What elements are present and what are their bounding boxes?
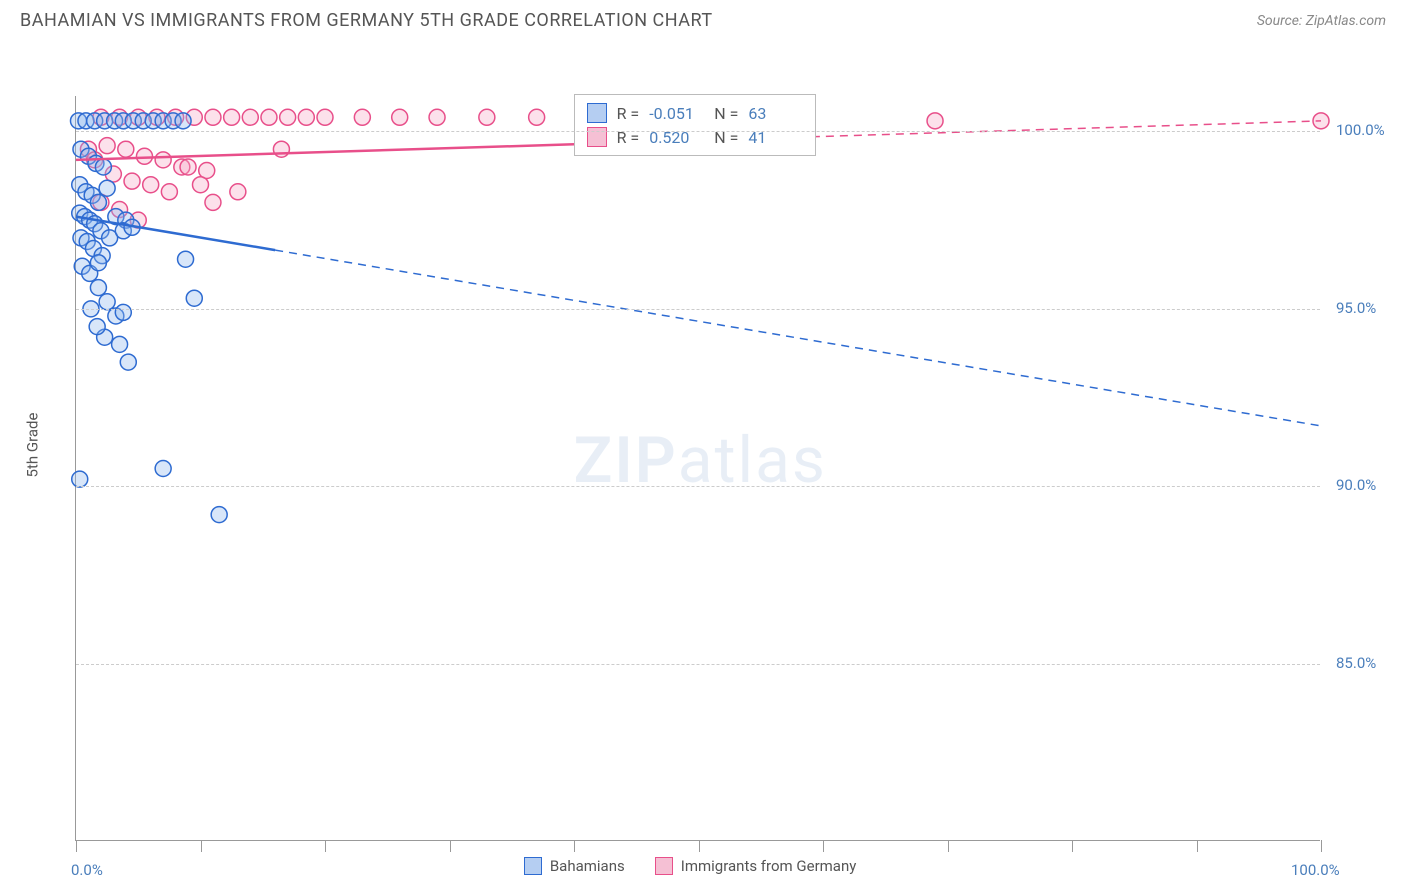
chart-source: Source: ZipAtlas.com	[1257, 13, 1386, 29]
marker-pink	[230, 184, 246, 200]
legend-label-pink: Immigrants from Germany	[681, 857, 857, 875]
marker-blue	[186, 290, 202, 306]
scatter-svg	[76, 96, 1321, 841]
xtick	[201, 840, 202, 852]
marker-blue	[175, 113, 191, 129]
gridline	[76, 664, 1320, 665]
marker-blue	[120, 354, 136, 370]
marker-blue	[95, 159, 111, 175]
marker-blue	[90, 280, 106, 296]
legend-label-blue: Bahamians	[550, 857, 625, 875]
marker-pink	[429, 109, 445, 125]
marker-pink	[479, 109, 495, 125]
xtick	[948, 840, 949, 852]
marker-pink	[143, 177, 159, 193]
marker-pink	[180, 159, 196, 175]
trend-dashed-blue	[275, 250, 1321, 426]
xtick	[823, 840, 824, 852]
ytick-label: 95.0%	[1336, 299, 1376, 317]
gridline	[76, 486, 1320, 487]
stats-swatch-blue	[587, 103, 607, 123]
xtick-label: 100.0%	[1291, 861, 1340, 879]
stats-r-label: R =	[617, 104, 640, 123]
stats-n-blue: 63	[748, 104, 803, 123]
marker-blue	[155, 461, 171, 477]
marker-blue	[178, 251, 194, 267]
stats-n-label: N =	[714, 128, 738, 147]
marker-blue	[90, 255, 106, 271]
marker-blue	[72, 471, 88, 487]
ytick-label: 85.0%	[1336, 654, 1376, 672]
marker-pink	[261, 109, 277, 125]
legend-swatch-blue	[524, 857, 542, 875]
stats-row-blue: R = -0.051 N = 63	[587, 101, 804, 125]
marker-pink	[118, 141, 134, 157]
marker-pink	[155, 152, 171, 168]
marker-pink	[193, 177, 209, 193]
marker-pink	[99, 138, 115, 154]
plot-area: ZIPatlas R = -0.051 N = 63 R = 0.520 N =…	[75, 96, 1320, 841]
bottom-legend: Bahamians Immigrants from Germany	[524, 857, 857, 875]
legend-item-pink: Immigrants from Germany	[655, 857, 857, 875]
marker-blue	[99, 180, 115, 196]
marker-pink	[205, 109, 221, 125]
marker-blue	[211, 507, 227, 523]
marker-pink	[280, 109, 296, 125]
xtick	[1321, 840, 1322, 852]
stats-swatch-pink	[587, 127, 607, 147]
legend-swatch-pink	[655, 857, 673, 875]
xtick-label: 0.0%	[71, 861, 103, 879]
marker-pink	[927, 113, 943, 129]
stats-r-label: R =	[617, 128, 640, 147]
marker-pink	[529, 109, 545, 125]
marker-pink	[242, 109, 258, 125]
marker-blue	[89, 319, 105, 335]
xtick	[1072, 840, 1073, 852]
xtick	[450, 840, 451, 852]
chart-title: BAHAMIAN VS IMMIGRANTS FROM GERMANY 5TH …	[20, 10, 713, 31]
xtick	[76, 840, 77, 852]
stats-r-pink: 0.520	[649, 128, 704, 147]
marker-blue	[112, 336, 128, 352]
ytick-label: 100.0%	[1336, 121, 1385, 139]
stats-legend-box: R = -0.051 N = 63 R = 0.520 N = 41	[574, 94, 817, 156]
stats-n-label: N =	[714, 104, 738, 123]
gridline	[76, 131, 1320, 132]
chart-header: BAHAMIAN VS IMMIGRANTS FROM GERMANY 5TH …	[0, 0, 1406, 36]
xtick	[325, 840, 326, 852]
marker-blue	[90, 194, 106, 210]
marker-pink	[298, 109, 314, 125]
stats-n-pink: 41	[748, 128, 803, 147]
legend-item-blue: Bahamians	[524, 857, 625, 875]
gridline	[76, 309, 1320, 310]
marker-pink	[392, 109, 408, 125]
marker-pink	[205, 194, 221, 210]
y-axis-label: 5th Grade	[23, 413, 41, 478]
marker-pink	[161, 184, 177, 200]
marker-pink	[124, 173, 140, 189]
xtick	[699, 840, 700, 852]
marker-pink	[317, 109, 333, 125]
ytick-label: 90.0%	[1336, 476, 1376, 494]
stats-r-blue: -0.051	[649, 104, 704, 123]
marker-blue	[99, 294, 115, 310]
marker-pink	[224, 109, 240, 125]
stats-row-pink: R = 0.520 N = 41	[587, 125, 804, 149]
marker-pink	[354, 109, 370, 125]
xtick	[1197, 840, 1198, 852]
marker-blue	[115, 304, 131, 320]
xtick	[574, 840, 575, 852]
